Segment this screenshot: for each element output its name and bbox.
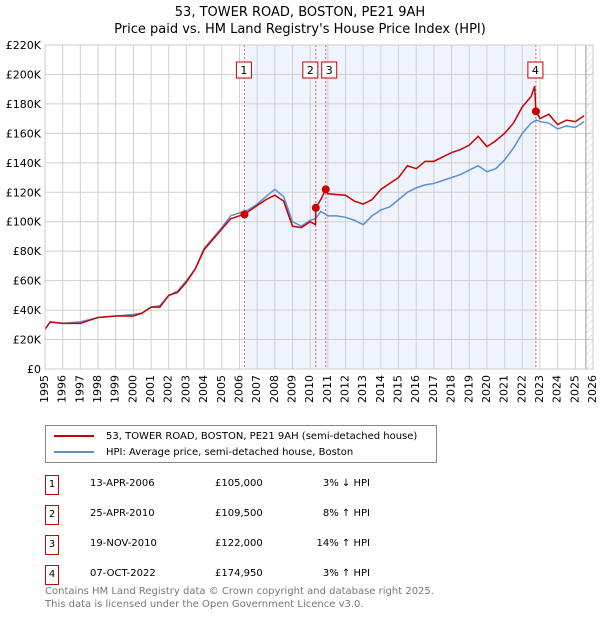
transaction-hpi-diff: 3% ↓ HPI <box>322 478 370 489</box>
plot-border <box>44 44 594 370</box>
transaction-number: 4 <box>45 565 59 585</box>
x-tick-label: 2002 <box>162 375 175 403</box>
x-tick-label: 2018 <box>445 375 458 403</box>
x-tick-label: 2009 <box>285 375 298 403</box>
y-tick-label: £60K <box>13 275 42 288</box>
x-tick-label: 2004 <box>197 375 210 403</box>
y-tick-label: £140K <box>6 157 42 170</box>
x-tick-label: 2011 <box>321 375 334 403</box>
transaction-date: 07-OCT-2022 <box>90 568 156 579</box>
x-tick-label: 1997 <box>73 375 86 403</box>
y-tick-label: £180K <box>6 98 42 111</box>
y-tick-label: £40K <box>13 304 42 317</box>
price-chart: 1995 1996 1997 1998 1999 2000 2001 2002 2003 2004… <box>6 39 599 403</box>
sale-label: 1 <box>240 64 247 77</box>
x-tick-label: 2019 <box>462 375 475 403</box>
transaction-date: 25-APR-2010 <box>90 508 155 519</box>
transaction-number: 1 <box>45 475 59 495</box>
transaction-hpi-diff: 14% ↑ HPI <box>316 538 370 549</box>
x-tick-label: 2001 <box>144 375 157 403</box>
sale-label-box <box>527 61 544 79</box>
transaction-number: 2 <box>45 505 59 525</box>
x-tick-label: 2016 <box>409 375 422 403</box>
transaction-date: 19-NOV-2010 <box>90 538 157 549</box>
x-tick-label: 2005 <box>215 375 228 403</box>
legend-swatch-hpi <box>54 451 94 453</box>
sale-point <box>240 210 249 219</box>
sale-label-box <box>302 61 319 79</box>
chart-subtitle: Price paid vs. HM Land Registry's House … <box>114 22 486 37</box>
x-tick-label: 1996 <box>56 375 69 403</box>
legend: 53, TOWER ROAD, BOSTON, PE21 9AH (semi-d… <box>45 425 437 463</box>
y-tick-label: £20K <box>13 334 42 347</box>
legend-label-hpi: HPI: Average price, semi-detached house,… <box>106 446 354 458</box>
x-tick-label: 2012 <box>339 375 352 403</box>
x-tick-label: 2017 <box>427 375 440 403</box>
y-tick-label: £0 <box>27 363 41 376</box>
x-tick-label: 2008 <box>268 375 281 403</box>
y-tick-label: £160K <box>6 127 42 140</box>
footer: Contains HM Land Registry data © Crown c… <box>45 585 434 611</box>
y-tick-label: £120K <box>6 186 42 199</box>
sale-label: 3 <box>326 64 333 77</box>
x-tick-label: 2021 <box>498 375 511 403</box>
x-tick-label: 2025 <box>568 375 581 403</box>
hatched-future-region <box>585 45 593 369</box>
x-tick-label: 2022 <box>515 375 528 403</box>
x-tick-label: 2023 <box>533 375 546 403</box>
footer-copyright: Contains HM Land Registry data © Crown c… <box>45 586 434 597</box>
transaction-price: £122,000 <box>215 538 263 549</box>
x-tick-label: 2010 <box>303 375 316 403</box>
sale-point <box>321 185 330 194</box>
legend-label-property: 53, TOWER ROAD, BOSTON, PE21 9AH (semi-d… <box>106 430 418 442</box>
sale-label-box <box>321 61 338 79</box>
sale-point <box>311 203 320 212</box>
sale-point <box>531 107 540 116</box>
x-tick-label: 1998 <box>91 375 104 403</box>
transaction-price: £174,950 <box>215 568 263 579</box>
x-tick-label: 2024 <box>551 375 564 403</box>
x-tick-label: 2013 <box>356 375 369 403</box>
x-tick-label: 2003 <box>179 375 192 403</box>
transaction-hpi-diff: 3% ↑ HPI <box>322 568 370 579</box>
x-tick-label: 1999 <box>109 375 122 403</box>
transaction-price: £109,500 <box>215 508 263 519</box>
footer-licence: This data is licensed under the Open Gov… <box>45 599 364 610</box>
transaction-price: £105,000 <box>215 478 263 489</box>
y-tick-label: £100K <box>6 216 42 229</box>
x-tick-label: 1995 <box>38 375 51 403</box>
y-tick-label: £80K <box>13 245 42 258</box>
x-tick-label: 2026 <box>586 375 599 403</box>
x-tick-label: 2020 <box>480 375 493 403</box>
chart-title: 53, TOWER ROAD, BOSTON, PE21 9AH <box>174 5 426 20</box>
transaction-date: 13-APR-2006 <box>90 478 155 489</box>
y-tick-label: £200K <box>6 68 42 81</box>
legend-swatch-property <box>54 435 94 437</box>
x-tick-label: 2007 <box>250 375 263 403</box>
x-tick-label: 2006 <box>232 375 245 403</box>
sale-label: 4 <box>532 64 539 77</box>
x-tick-label: 2000 <box>126 375 139 403</box>
x-tick-label: 2015 <box>392 375 405 403</box>
sale-label-box <box>235 61 252 79</box>
y-tick-label: £220K <box>6 39 42 52</box>
transaction-hpi-diff: 8% ↑ HPI <box>322 508 370 519</box>
sale-label: 2 <box>307 64 314 77</box>
transaction-number: 3 <box>45 535 59 555</box>
x-tick-label: 2014 <box>374 375 387 403</box>
